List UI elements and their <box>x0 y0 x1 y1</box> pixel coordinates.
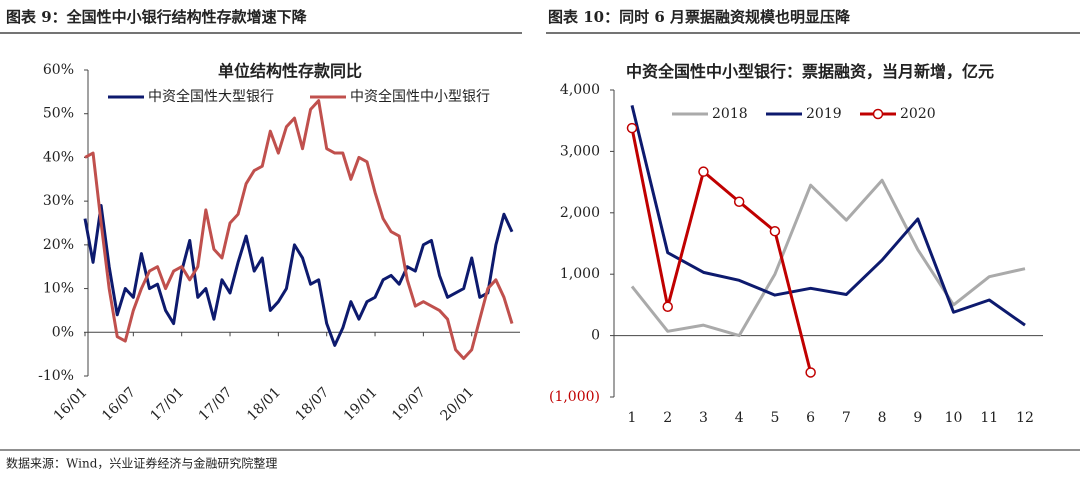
point <box>626 122 638 134</box>
point <box>805 367 816 378</box>
x-tick-label: 19/07 <box>389 384 429 424</box>
y-tick-label: 1,000 <box>560 266 600 282</box>
series-line <box>84 99 514 361</box>
legend-label: 2020 <box>900 106 936 122</box>
x-tick-label: 9 <box>913 410 922 426</box>
point <box>769 225 781 237</box>
y-tick-label: 50% <box>43 106 74 122</box>
x-tick-label: 11 <box>980 410 998 426</box>
x-tick-label: 5 <box>770 410 779 426</box>
x-tick-label: 3 <box>699 410 708 426</box>
series-line <box>630 104 1026 327</box>
y-tick-label: 3,000 <box>560 143 600 159</box>
x-tick-label: 6 <box>806 410 815 426</box>
point <box>662 301 673 312</box>
legend-label: 2018 <box>712 106 748 122</box>
y-tick-label: 0 <box>591 328 600 344</box>
x-tick-label: 18/01 <box>244 384 284 424</box>
x-tick-label: 2 <box>663 410 672 426</box>
x-tick-label: 17/01 <box>147 384 187 424</box>
series-line <box>83 204 514 347</box>
legend-label: 中资全国性中小型银行 <box>350 88 490 105</box>
y-tick-label: 2,000 <box>560 205 600 221</box>
x-tick-label: 10 <box>945 410 963 426</box>
caption: 图表 10：同时 6 月票据融资规模也明显压降 <box>548 8 851 26</box>
y-tick-label: 10% <box>43 281 74 297</box>
y-tick-label: 30% <box>43 193 74 209</box>
x-tick-label: 19/01 <box>341 384 381 424</box>
x-tick-label: 16/01 <box>51 384 91 424</box>
x-tick-label: 8 <box>878 410 887 426</box>
y-tick-label: 40% <box>43 149 74 165</box>
point <box>698 166 709 177</box>
x-tick-label: 7 <box>842 410 851 426</box>
x-tick-label: 17/07 <box>196 384 236 424</box>
y-tick-label: 4,000 <box>560 82 600 98</box>
y-tick-label: 20% <box>43 237 74 253</box>
series-line <box>630 178 1026 338</box>
legend-label: 2019 <box>806 106 842 122</box>
y-tick-label: -10% <box>38 368 74 384</box>
x-tick-label: 16/07 <box>99 384 139 424</box>
source: 数据来源：Wind，兴业证券经济与金融研究院整理 <box>6 456 277 471</box>
caption: 图表 9：全国性中小银行结构性存款增速下降 <box>6 8 308 26</box>
point <box>733 196 745 207</box>
x-tick-label: 12 <box>1016 410 1034 426</box>
legend-label: 中资全国性大型银行 <box>148 88 274 105</box>
chart-title: 中资全国性中小型银行：票据融资，当月新增，亿元 <box>625 62 994 81</box>
y-tick-label: 0% <box>52 324 74 340</box>
x-tick-label: 18/07 <box>293 384 333 424</box>
chart-title: 单位结构性存款同比 <box>218 62 362 81</box>
y-tick-label: (1,000) <box>549 389 600 405</box>
legend-marker <box>872 108 884 120</box>
x-tick-label: 20/01 <box>438 384 478 424</box>
y-tick-label: 60% <box>43 62 74 78</box>
series-line <box>630 127 813 373</box>
x-tick-label: 4 <box>735 410 744 426</box>
x-tick-label: 1 <box>628 410 637 426</box>
